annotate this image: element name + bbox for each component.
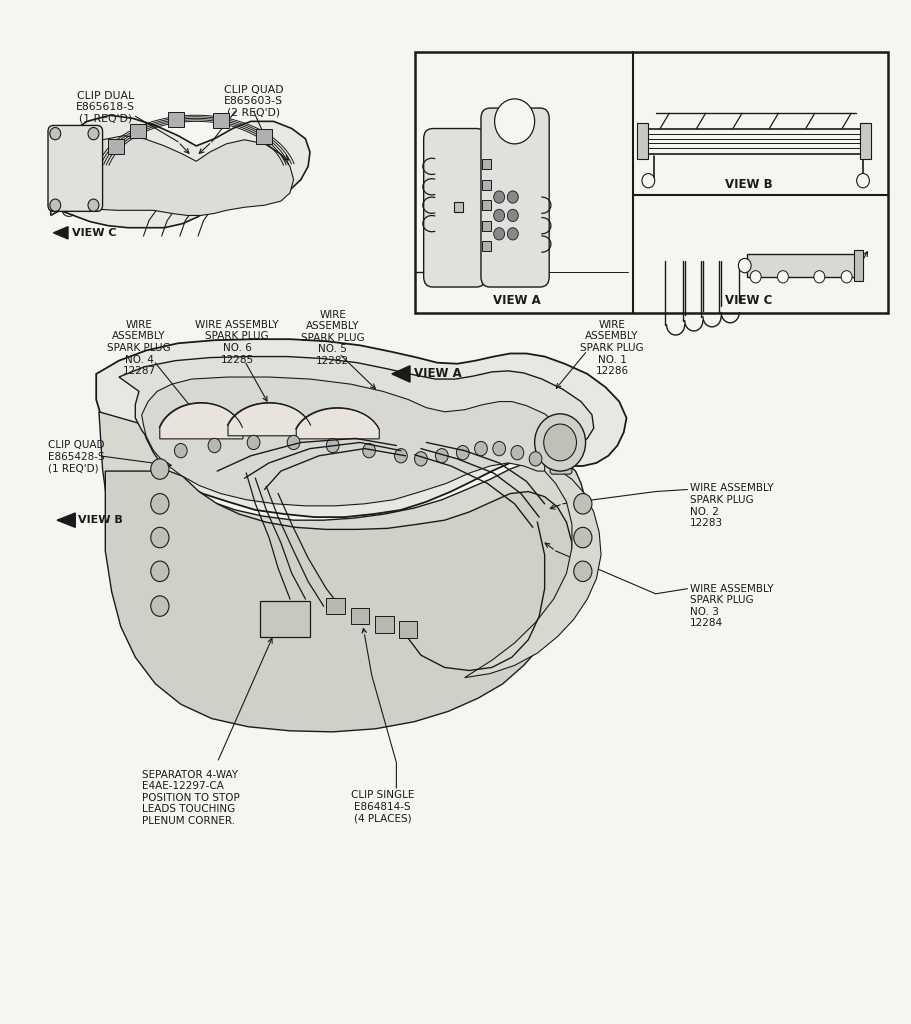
Circle shape — [435, 449, 448, 463]
Bar — [747, 254, 855, 276]
Bar — [854, 250, 863, 281]
Text: VIEW A: VIEW A — [493, 295, 540, 307]
Circle shape — [507, 209, 518, 221]
Text: VIEW C: VIEW C — [725, 295, 773, 307]
Text: CLIP DUAL
E865618-S
(1 REQ'D): CLIP DUAL E865618-S (1 REQ'D) — [76, 91, 135, 124]
Circle shape — [326, 438, 339, 453]
Circle shape — [50, 199, 61, 211]
Polygon shape — [99, 412, 588, 668]
FancyBboxPatch shape — [48, 126, 103, 211]
Bar — [256, 129, 272, 143]
Text: SEPARATOR 4-WAY
E4AE-12297-CA
POSITION TO STOP
LEADS TOUCHING
PLENUM CORNER.: SEPARATOR 4-WAY E4AE-12297-CA POSITION T… — [142, 770, 240, 826]
Circle shape — [529, 452, 542, 466]
Circle shape — [511, 445, 524, 460]
Circle shape — [574, 527, 592, 548]
Circle shape — [494, 190, 505, 203]
Circle shape — [494, 209, 505, 221]
Bar — [213, 114, 230, 128]
Circle shape — [739, 258, 752, 272]
Circle shape — [495, 99, 535, 143]
Bar — [482, 179, 491, 189]
Bar — [375, 616, 394, 633]
Text: WIRE ASSEMBLY
SPARK PLUG
NO. 2
12283: WIRE ASSEMBLY SPARK PLUG NO. 2 12283 — [691, 483, 773, 528]
Circle shape — [535, 414, 586, 471]
Polygon shape — [106, 471, 572, 732]
Circle shape — [456, 445, 469, 460]
Text: VIEW A: VIEW A — [414, 368, 461, 381]
Text: WIRE
ASSEMBLY
SPARK PLUG
NO. 5
12282: WIRE ASSEMBLY SPARK PLUG NO. 5 12282 — [301, 309, 364, 366]
Bar — [415, 52, 887, 312]
Circle shape — [394, 449, 407, 463]
Text: CLIP QUAD
E865428-S
(1 REQ'D): CLIP QUAD E865428-S (1 REQ'D) — [48, 440, 105, 474]
Bar — [351, 608, 369, 625]
Circle shape — [544, 424, 577, 461]
Polygon shape — [465, 461, 601, 678]
Text: WIRE ASSEMBLY
SPARK PLUG
NO. 3
12284: WIRE ASSEMBLY SPARK PLUG NO. 3 12284 — [691, 584, 773, 629]
Circle shape — [642, 173, 655, 187]
Circle shape — [507, 190, 518, 203]
FancyBboxPatch shape — [424, 129, 486, 287]
Circle shape — [856, 173, 869, 187]
Circle shape — [50, 128, 61, 139]
Circle shape — [174, 443, 187, 458]
Bar — [260, 601, 310, 637]
Text: WIRE
ASSEMBLY
SPARK PLUG
NO. 1
12286: WIRE ASSEMBLY SPARK PLUG NO. 1 12286 — [580, 319, 644, 376]
Circle shape — [287, 435, 300, 450]
Text: WIRE
ASSEMBLY
SPARK PLUG
NO. 4
12287: WIRE ASSEMBLY SPARK PLUG NO. 4 12287 — [107, 319, 170, 376]
Bar — [326, 598, 344, 614]
Circle shape — [475, 441, 487, 456]
Bar — [860, 124, 871, 159]
Bar — [638, 124, 649, 159]
Polygon shape — [392, 366, 410, 382]
Circle shape — [574, 494, 592, 514]
Circle shape — [247, 435, 260, 450]
Circle shape — [88, 128, 99, 139]
Polygon shape — [51, 116, 310, 227]
Circle shape — [493, 441, 506, 456]
Polygon shape — [57, 513, 76, 527]
Bar — [482, 200, 491, 210]
Polygon shape — [67, 135, 293, 215]
Text: CLIP QUAD
E865603-S
(2 REQ'D): CLIP QUAD E865603-S (2 REQ'D) — [224, 85, 283, 118]
Bar — [482, 220, 491, 230]
Circle shape — [751, 270, 761, 283]
Circle shape — [151, 459, 169, 479]
Polygon shape — [54, 226, 68, 239]
Bar — [107, 139, 124, 154]
Polygon shape — [97, 339, 627, 517]
Circle shape — [363, 443, 375, 458]
Circle shape — [814, 270, 824, 283]
Bar — [482, 159, 491, 169]
Polygon shape — [119, 356, 594, 496]
Circle shape — [88, 199, 99, 211]
Bar — [482, 241, 491, 251]
Text: CLIP SINGLE
E864814-S
(4 PLACES): CLIP SINGLE E864814-S (4 PLACES) — [351, 791, 415, 823]
Circle shape — [208, 438, 220, 453]
Circle shape — [151, 494, 169, 514]
Bar — [454, 202, 463, 212]
Text: VIEW C: VIEW C — [72, 227, 116, 238]
FancyBboxPatch shape — [481, 109, 549, 287]
Circle shape — [574, 561, 592, 582]
Circle shape — [151, 527, 169, 548]
Bar — [129, 124, 146, 138]
Circle shape — [507, 227, 518, 240]
Text: VIEW B: VIEW B — [78, 515, 123, 525]
Circle shape — [494, 227, 505, 240]
Polygon shape — [142, 377, 574, 506]
FancyBboxPatch shape — [550, 442, 572, 474]
Circle shape — [151, 561, 169, 582]
Circle shape — [415, 452, 427, 466]
Text: VIEW B: VIEW B — [724, 178, 773, 190]
Circle shape — [151, 596, 169, 616]
Text: WIRE ASSEMBLY
SPARK PLUG
NO. 6
12285: WIRE ASSEMBLY SPARK PLUG NO. 6 12285 — [195, 319, 279, 365]
Bar — [168, 113, 184, 127]
Circle shape — [777, 270, 788, 283]
Bar — [399, 622, 417, 638]
Circle shape — [841, 270, 852, 283]
